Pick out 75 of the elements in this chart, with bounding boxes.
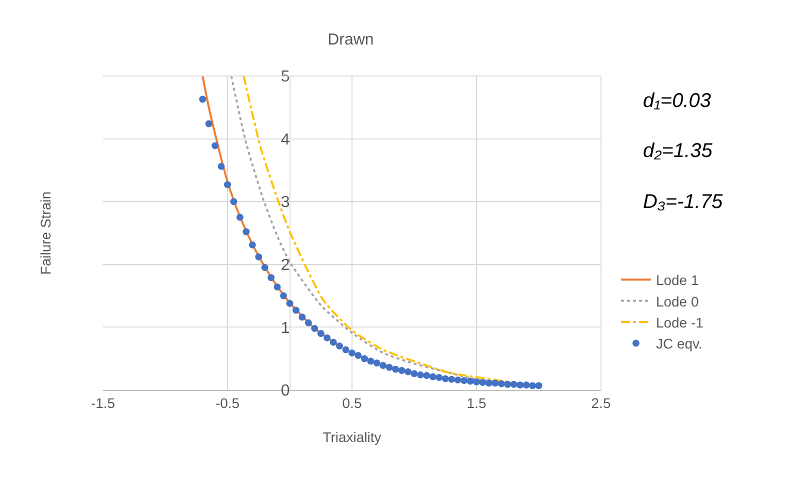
point [199,96,206,103]
point [367,358,374,365]
x-tick-label: 2.5 [591,394,611,411]
point [286,300,294,307]
point [386,364,393,371]
y-tick-label: 2 [280,257,290,274]
point [236,214,244,221]
point [423,372,430,380]
legend-label: Lode -1 [656,314,704,330]
y-tick-label: 1 [280,320,290,337]
point [330,338,337,346]
x-tick-label: -0.5 [215,394,240,411]
point [230,198,238,206]
point [442,375,449,382]
point [460,377,468,384]
point [380,362,387,370]
point [522,381,530,388]
point [304,319,312,326]
point [429,373,436,380]
point [473,378,480,386]
point [492,380,499,387]
point [274,284,281,291]
point [268,274,275,282]
point [205,120,212,128]
point [416,371,424,378]
point [242,228,250,236]
point [392,366,400,373]
point [535,382,542,390]
point [317,330,324,337]
point [218,162,225,170]
point [454,376,462,384]
point [510,380,518,388]
point [398,367,406,374]
point [436,374,443,381]
point [261,264,268,272]
point [479,378,486,386]
point [466,378,474,385]
point [404,368,412,376]
point [311,324,318,332]
point [212,142,219,150]
x-tick-label: 1.5 [466,394,486,411]
point [342,346,350,354]
legend-label: Lode 0 [656,293,699,310]
point [354,352,362,359]
point [336,342,344,350]
y-tick-label: 0 [280,382,290,400]
legend-label: JC eqv. [656,336,702,352]
point [485,380,492,387]
point [324,334,331,342]
point [529,382,536,390]
y-tick-label: 3 [280,194,290,212]
point [248,241,256,248]
point [280,292,288,300]
point [504,380,512,388]
text: d₂=1.35 [643,140,714,162]
x-tick-label: -1.5 [90,394,116,411]
point [255,253,262,260]
point [360,355,368,362]
chart-title: Drawn [328,32,374,49]
x-tick-label: 0.5 [342,394,362,411]
point [410,370,418,378]
point [373,360,380,366]
x-axis-title: Triaxiality [322,429,382,445]
point [298,314,306,321]
legend-label: Lode 1 [656,272,699,288]
point [224,181,231,188]
point [348,349,356,356]
point [292,306,300,314]
y-tick-label: 4 [280,131,290,148]
point [516,381,524,388]
text: d₁=0.03 [643,90,712,112]
point [448,376,456,383]
text: D₃=-1.75 [643,191,724,213]
point [498,380,505,388]
y-axis-title: Failure Strain [38,191,54,275]
